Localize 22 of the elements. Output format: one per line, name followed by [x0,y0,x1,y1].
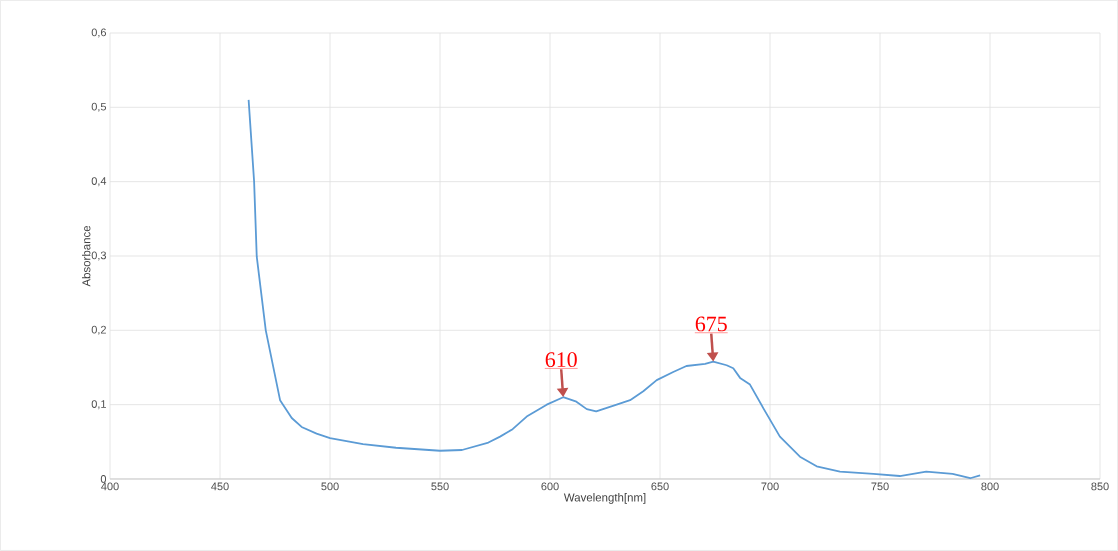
x-axis-title: Wavelength[nm] [563,493,646,504]
annotation: 675 [695,316,727,332]
x-tick-label: 500 [321,482,339,491]
line-series [247,98,982,480]
y-axis-title: Absorbance [82,225,91,287]
x-tick-label: 600 [541,482,559,491]
x-tick-label: 650 [651,482,669,491]
x-tick-label: 750 [871,482,889,491]
y-tick-label: 0 [100,475,107,483]
y-tick-label: 0,2 [91,325,106,335]
y-tick-label: 0,1 [91,400,106,410]
y-tick-label: 0,3 [91,251,107,261]
y-tick-label: 0,6 [91,28,107,38]
x-tick-label: 850 [1091,482,1109,491]
x-tick-label: 800 [981,482,999,491]
x-tick-label: 400 [101,482,119,491]
x-tick-label: 700 [761,482,779,491]
x-tick-label: 550 [431,482,449,491]
y-tick-label: 0,5 [91,102,107,112]
x-tick-label: 450 [211,482,229,491]
y-tick-label: 0,4 [91,177,107,187]
annotation: 610 [545,352,577,368]
